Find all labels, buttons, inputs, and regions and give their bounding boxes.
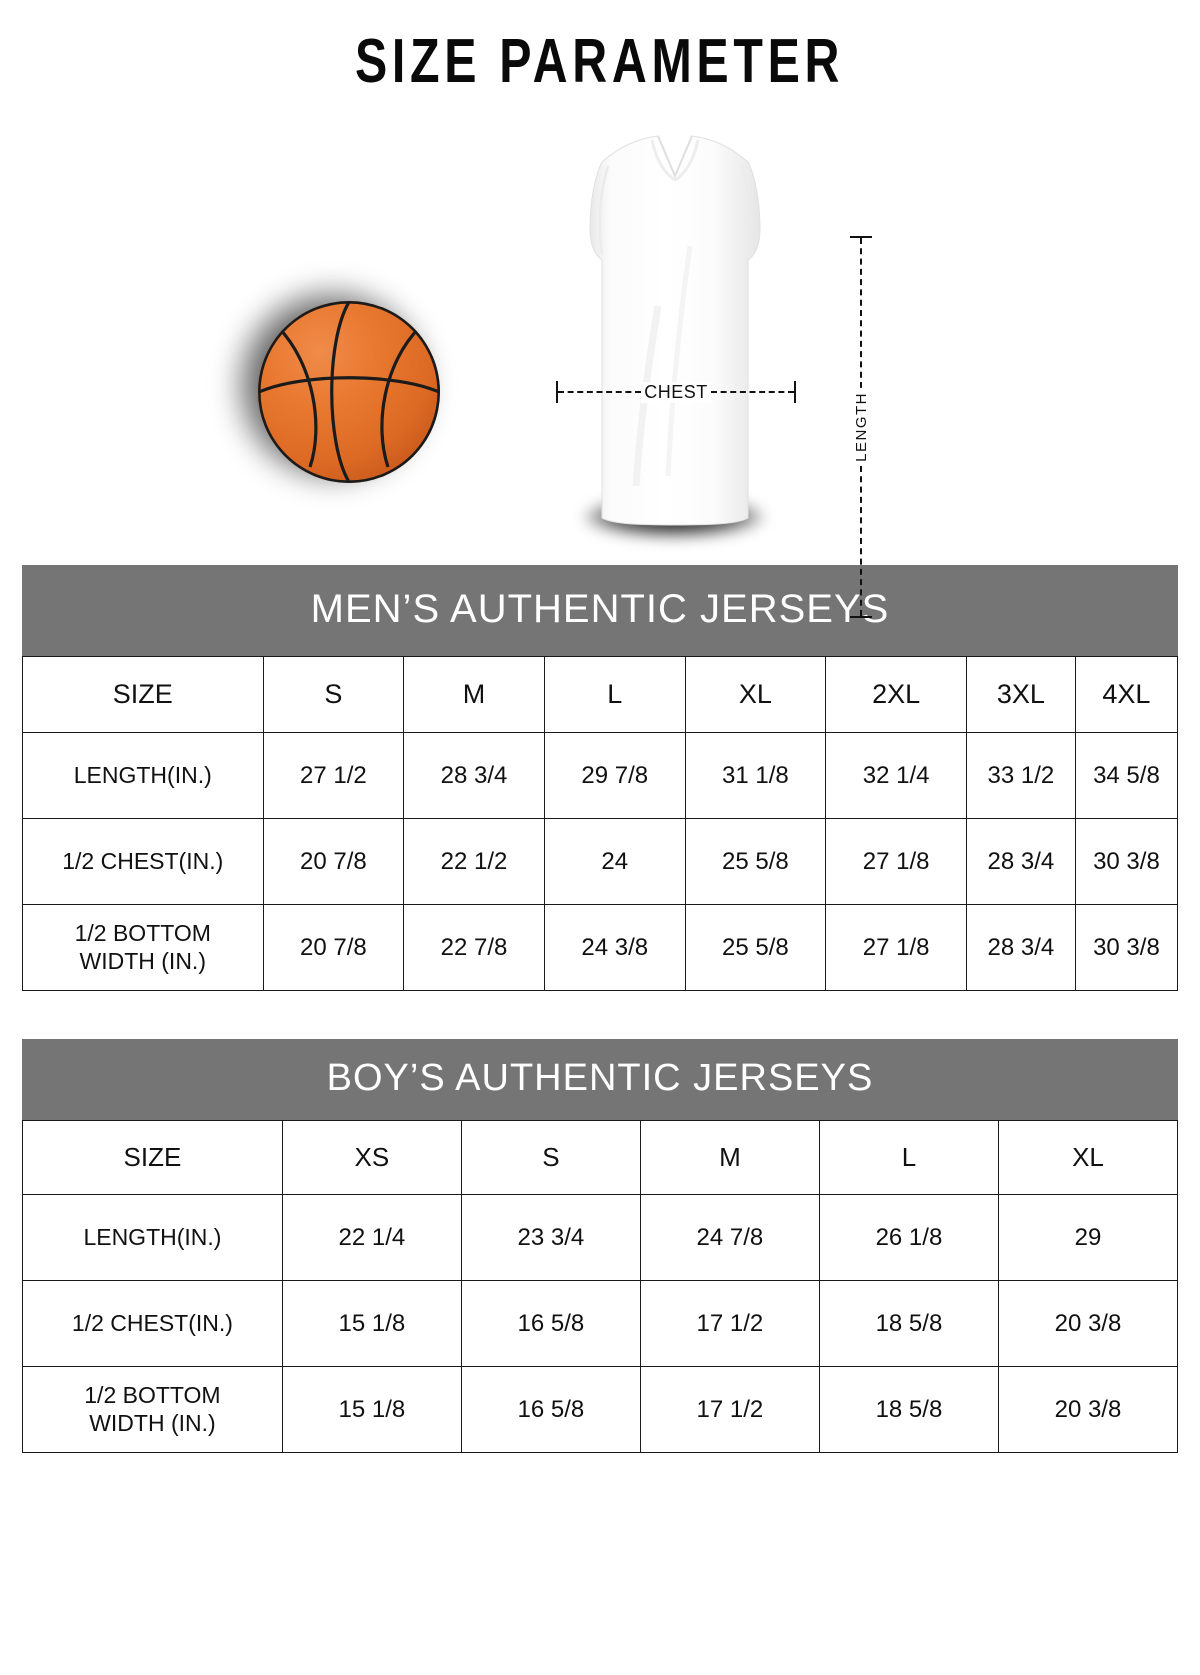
mens-size-table: SIZE S M L XL 2XL 3XL 4XL LENGTH(IN.) 27… bbox=[22, 656, 1179, 991]
cell-chest-m: 17 1/2 bbox=[639, 1280, 820, 1367]
chest-label: CHEST bbox=[641, 381, 711, 403]
column-header-s: S bbox=[460, 1120, 641, 1195]
row-label-length: LENGTH(IN.) bbox=[22, 732, 264, 819]
table-row: 1/2 BOTTOM WIDTH (IN.) 15 1/8 16 5/8 17 … bbox=[22, 1366, 1179, 1453]
length-dimension-line: LENGTH bbox=[848, 236, 874, 618]
cell-bottom-xs: 15 1/8 bbox=[281, 1366, 462, 1453]
chest-tick-left bbox=[556, 381, 558, 403]
mens-size-table-block: MEN’S AUTHENTIC JERSEYS SIZE S M L XL 2X… bbox=[22, 565, 1179, 991]
cell-chest-s: 16 5/8 bbox=[460, 1280, 641, 1367]
table-header-row: SIZE S M L XL 2XL 3XL 4XL bbox=[22, 656, 1179, 733]
cell-length-s: 27 1/2 bbox=[262, 732, 405, 819]
column-header-m: M bbox=[639, 1120, 820, 1195]
column-header-l: L bbox=[543, 656, 686, 733]
cell-length-m: 24 7/8 bbox=[639, 1194, 820, 1281]
table-row: 1/2 CHEST(IN.) 20 7/8 22 1/2 24 25 5/8 2… bbox=[22, 818, 1179, 905]
column-header-xl: XL bbox=[997, 1120, 1179, 1195]
cell-bottom-m: 22 7/8 bbox=[403, 904, 545, 991]
column-header-size: SIZE bbox=[22, 1120, 283, 1195]
column-header-size: SIZE bbox=[22, 656, 264, 733]
table-row: 1/2 CHEST(IN.) 15 1/8 16 5/8 17 1/2 18 5… bbox=[22, 1280, 1179, 1367]
cell-length-l: 26 1/8 bbox=[818, 1194, 999, 1281]
cell-length-xs: 22 1/4 bbox=[281, 1194, 462, 1281]
length-label: LENGTH bbox=[852, 388, 870, 466]
jersey-illustration bbox=[540, 126, 810, 538]
column-header-3xl: 3XL bbox=[965, 656, 1076, 733]
cell-bottom-l: 24 3/8 bbox=[543, 904, 686, 991]
table-row: 1/2 BOTTOM WIDTH (IN.) 20 7/8 22 7/8 24 … bbox=[22, 904, 1179, 991]
cell-chest-l: 18 5/8 bbox=[818, 1280, 999, 1367]
cell-chest-xl: 20 3/8 bbox=[997, 1280, 1179, 1367]
row-label-half-bottom-width: 1/2 BOTTOM WIDTH (IN.) bbox=[22, 1366, 283, 1453]
chest-tick-right bbox=[794, 381, 797, 403]
cell-length-xl: 31 1/8 bbox=[684, 732, 827, 819]
cell-bottom-3xl: 28 3/4 bbox=[965, 904, 1076, 991]
basketball-icon bbox=[258, 301, 440, 483]
boys-size-table-block: BOY’S AUTHENTIC JERSEYS SIZE XS S M L XL… bbox=[22, 1039, 1179, 1453]
column-header-l: L bbox=[818, 1120, 999, 1195]
cell-bottom-s: 16 5/8 bbox=[460, 1366, 641, 1453]
mens-table-title: MEN’S AUTHENTIC JERSEYS bbox=[22, 565, 1178, 656]
jersey-icon bbox=[589, 135, 761, 526]
cell-bottom-2xl: 27 1/8 bbox=[825, 904, 967, 991]
column-header-xs: XS bbox=[281, 1120, 462, 1195]
row-label-half-chest: 1/2 CHEST(IN.) bbox=[22, 818, 264, 905]
cell-length-4xl: 34 5/8 bbox=[1074, 732, 1179, 819]
cell-bottom-4xl: 30 3/8 bbox=[1074, 904, 1179, 991]
cell-bottom-l: 18 5/8 bbox=[818, 1366, 999, 1453]
boys-size-table: SIZE XS S M L XL LENGTH(IN.) 22 1/4 23 3… bbox=[22, 1120, 1179, 1453]
column-header-xl: XL bbox=[684, 656, 827, 733]
illustration-area: CHEST LENGTH bbox=[0, 108, 1200, 618]
cell-length-m: 28 3/4 bbox=[403, 732, 545, 819]
cell-length-3xl: 33 1/2 bbox=[965, 732, 1076, 819]
length-dash-bottom bbox=[860, 465, 862, 617]
cell-chest-2xl: 27 1/8 bbox=[825, 818, 967, 905]
cell-chest-s: 20 7/8 bbox=[262, 818, 405, 905]
cell-chest-3xl: 28 3/4 bbox=[965, 818, 1076, 905]
column-header-4xl: 4XL bbox=[1074, 656, 1179, 733]
page-title: SIZE PARAMETER bbox=[355, 27, 845, 96]
chest-dash-left bbox=[557, 391, 642, 393]
boys-table-title: BOY’S AUTHENTIC JERSEYS bbox=[22, 1039, 1178, 1120]
cell-bottom-xl: 20 3/8 bbox=[997, 1366, 1179, 1453]
row-label-line1: 1/2 BOTTOM bbox=[74, 920, 211, 947]
cell-length-l: 29 7/8 bbox=[543, 732, 686, 819]
row-label-half-bottom-width: 1/2 BOTTOM WIDTH (IN.) bbox=[22, 904, 264, 991]
cell-chest-m: 22 1/2 bbox=[403, 818, 545, 905]
chest-dash-right bbox=[710, 391, 795, 393]
cell-chest-4xl: 30 3/8 bbox=[1074, 818, 1179, 905]
page-title-bar: SIZE PARAMETER bbox=[0, 0, 1200, 108]
basketball-seams bbox=[258, 301, 440, 483]
row-label-line1: 1/2 BOTTOM bbox=[84, 1382, 221, 1409]
row-label-length: LENGTH(IN.) bbox=[22, 1194, 283, 1281]
cell-bottom-m: 17 1/2 bbox=[639, 1366, 820, 1453]
table-row: LENGTH(IN.) 22 1/4 23 3/4 24 7/8 26 1/8 … bbox=[22, 1194, 1179, 1281]
column-header-m: M bbox=[403, 656, 545, 733]
row-label-line2: WIDTH (IN.) bbox=[79, 947, 206, 974]
chest-dimension-line: CHEST bbox=[556, 380, 797, 404]
cell-length-s: 23 3/4 bbox=[460, 1194, 641, 1281]
cell-chest-xs: 15 1/8 bbox=[281, 1280, 462, 1367]
length-tick-bottom bbox=[850, 616, 872, 618]
column-header-s: S bbox=[262, 656, 405, 733]
cell-chest-xl: 25 5/8 bbox=[684, 818, 827, 905]
cell-length-2xl: 32 1/4 bbox=[825, 732, 967, 819]
cell-length-xl: 29 bbox=[997, 1194, 1179, 1281]
cell-bottom-xl: 25 5/8 bbox=[684, 904, 827, 991]
cell-chest-l: 24 bbox=[543, 818, 686, 905]
row-label-half-chest: 1/2 CHEST(IN.) bbox=[22, 1280, 283, 1367]
table-row: LENGTH(IN.) 27 1/2 28 3/4 29 7/8 31 1/8 … bbox=[22, 732, 1179, 819]
row-label-line2: WIDTH (IN.) bbox=[89, 1409, 216, 1436]
column-header-2xl: 2XL bbox=[825, 656, 967, 733]
cell-bottom-s: 20 7/8 bbox=[262, 904, 405, 991]
basketball-illustration bbox=[228, 273, 458, 503]
table-header-row: SIZE XS S M L XL bbox=[22, 1120, 1179, 1195]
length-tick-top bbox=[850, 236, 872, 238]
length-dash-top bbox=[860, 237, 862, 389]
